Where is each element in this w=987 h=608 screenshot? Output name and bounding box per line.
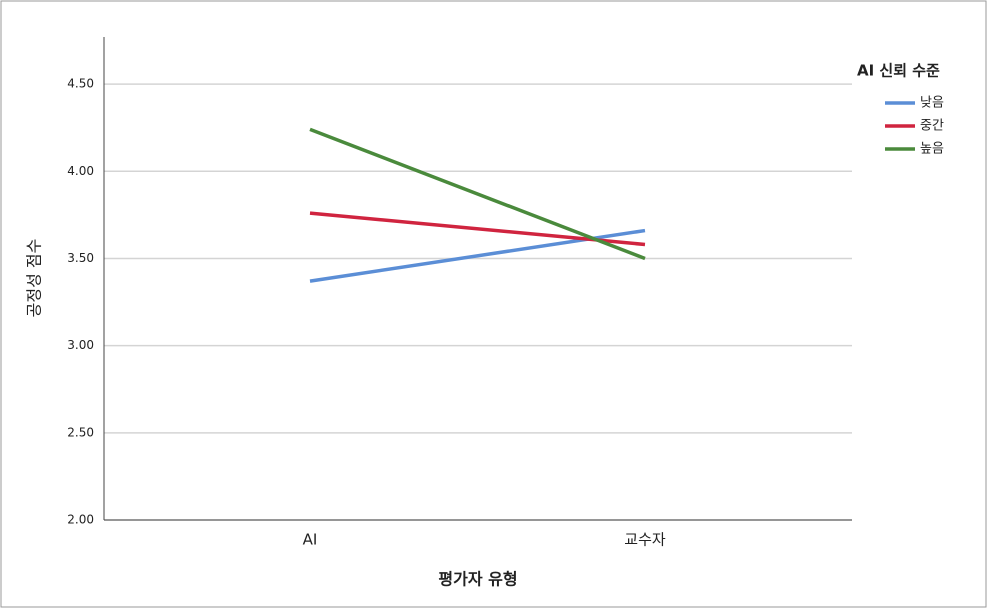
x-axis-title: 평가자 유형 [438, 570, 517, 589]
legend-label: 높음 [920, 142, 944, 157]
x-tick-label: AI [303, 531, 318, 549]
y-tick-label: 4.50 [67, 77, 94, 91]
y-tick-label: 2.50 [67, 425, 94, 439]
series-line [309, 211, 646, 247]
series-line [309, 127, 646, 261]
y-tick-label: 4.00 [67, 164, 94, 178]
legend-label: 낮음 [920, 96, 944, 111]
y-tick-label: 3.50 [67, 251, 94, 265]
legend-title: AI 신뢰 수준 [857, 62, 940, 80]
x-tick-label: 교수자 [624, 531, 666, 549]
y-tick-label: 2.00 [67, 513, 94, 527]
y-axis-title: 공정성 점수 [25, 239, 44, 318]
legend-label: 중간 [920, 119, 944, 134]
y-tick-label: 3.00 [67, 338, 94, 352]
